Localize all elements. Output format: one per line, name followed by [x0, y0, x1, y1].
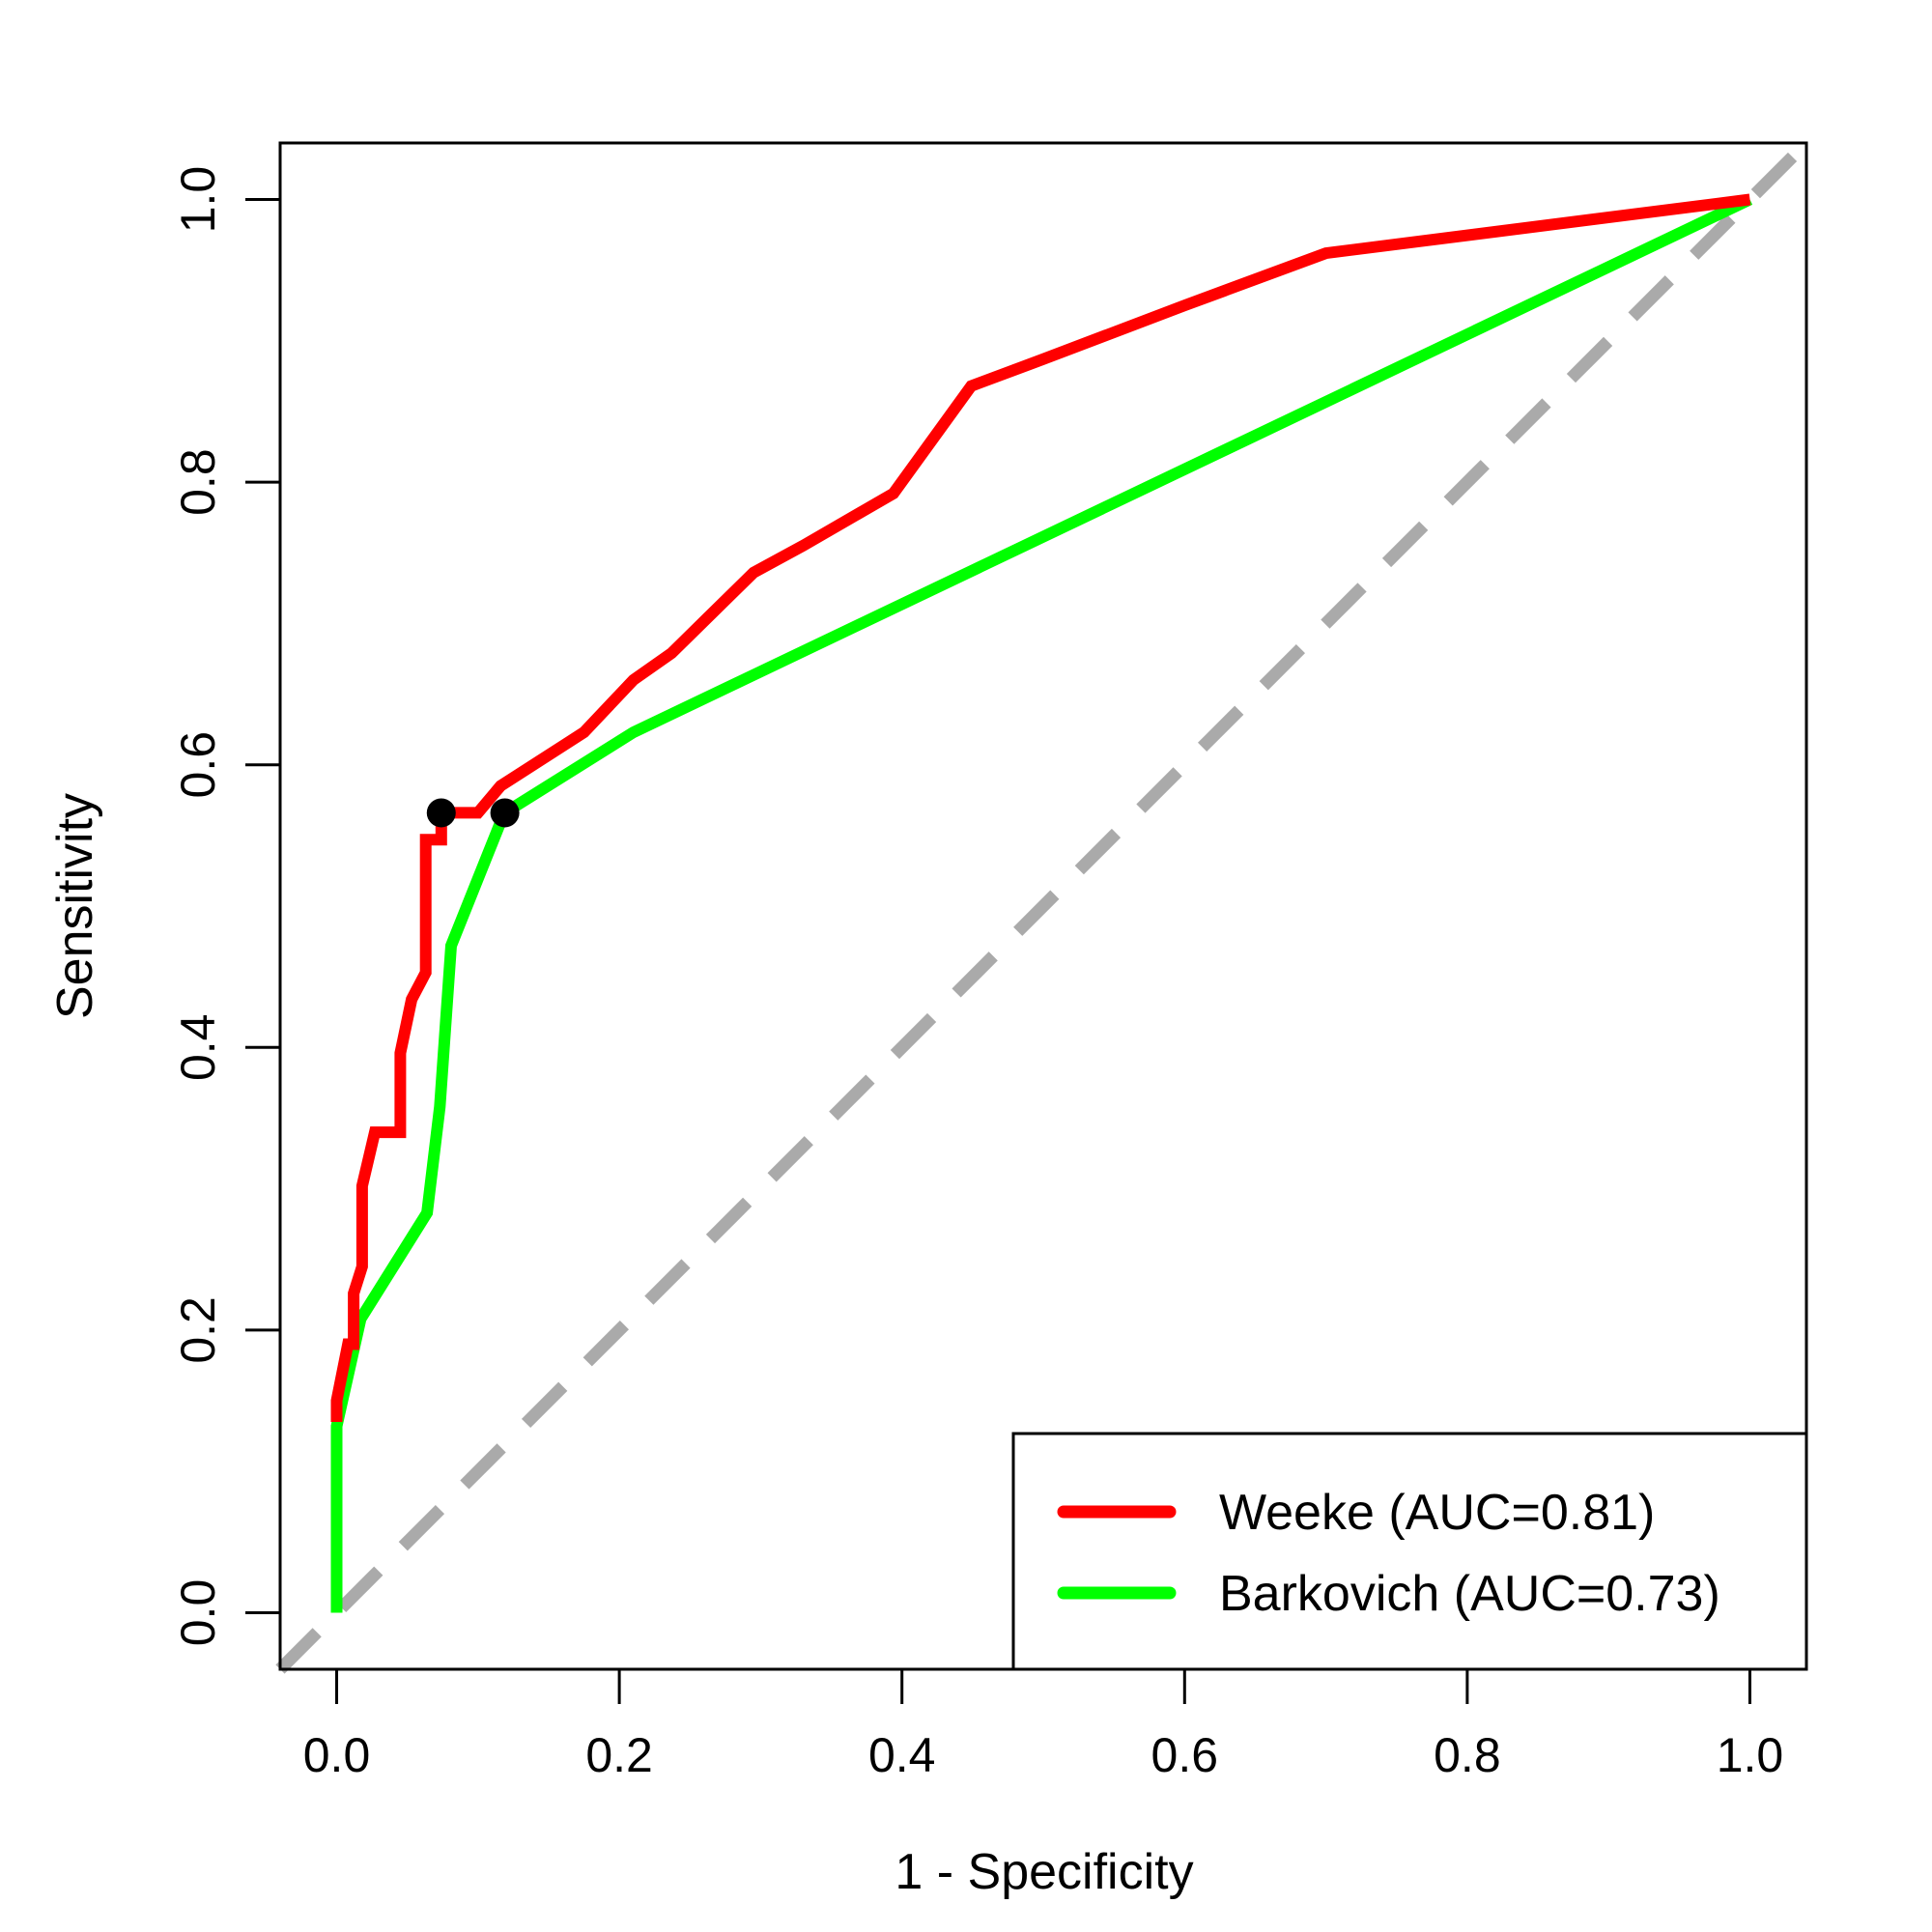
optimal-points-layer: [426, 798, 520, 828]
x-tick-label: 0.0: [303, 1728, 371, 1782]
optimal-point-1: [490, 798, 520, 828]
x-axis: 0.0 0.2 0.4 0.6 0.8 1.0: [303, 1667, 1784, 1782]
reference-layer: [275, 138, 1811, 1674]
series-line-1: [330, 194, 1753, 1613]
x-tick-label: 0.2: [585, 1728, 653, 1782]
y-tick-label: 0.2: [171, 1296, 225, 1364]
series-layer: [330, 193, 1753, 1613]
x-axis-title: 1 - Specificity: [895, 1844, 1193, 1900]
y-tick-label: 0.4: [171, 1014, 225, 1082]
legend-label-weeke: Weeke (AUC=0.81): [1219, 1485, 1655, 1541]
x-tick-label: 0.8: [1434, 1728, 1501, 1782]
x-tick-label: 0.4: [868, 1728, 936, 1782]
series-line-0: [330, 193, 1751, 1422]
x-tick-label: 0.6: [1151, 1728, 1219, 1782]
y-axis-title: Sensitivity: [47, 793, 103, 1019]
y-tick-label: 0.0: [171, 1579, 225, 1647]
legend: Weeke (AUC=0.81) Barkovich (AUC=0.73): [1011, 1432, 1808, 1671]
y-tick-label: 0.6: [171, 731, 225, 799]
x-tick-label: 1.0: [1717, 1728, 1784, 1782]
legend-box: [1011, 1432, 1808, 1671]
legend-label-barkovich: Barkovich (AUC=0.73): [1219, 1566, 1720, 1622]
optimal-point-0: [426, 798, 456, 828]
y-axis: 0.0 0.2 0.4 0.6 0.8 1.0: [171, 166, 282, 1647]
y-tick-label: 0.8: [171, 448, 225, 516]
reference-diagonal-line: [275, 138, 1811, 1674]
y-tick-label: 1.0: [171, 166, 225, 234]
